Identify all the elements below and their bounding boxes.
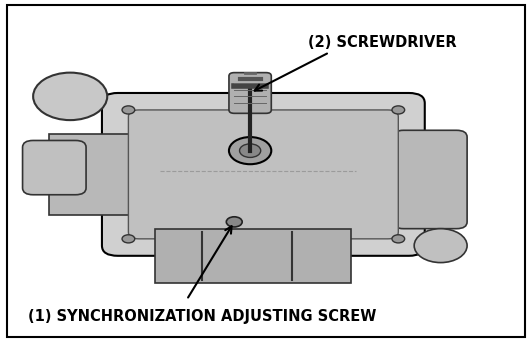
Circle shape bbox=[226, 217, 242, 227]
Circle shape bbox=[392, 106, 405, 114]
Text: (2) SCREWDRIVER: (2) SCREWDRIVER bbox=[309, 35, 457, 50]
Circle shape bbox=[33, 73, 107, 120]
FancyBboxPatch shape bbox=[128, 110, 398, 239]
Circle shape bbox=[229, 137, 271, 164]
FancyBboxPatch shape bbox=[155, 229, 351, 283]
FancyBboxPatch shape bbox=[22, 141, 86, 195]
Text: (1) SYNCHRONIZATION ADJUSTING SCREW: (1) SYNCHRONIZATION ADJUSTING SCREW bbox=[28, 310, 376, 324]
Circle shape bbox=[414, 229, 467, 263]
FancyBboxPatch shape bbox=[49, 134, 134, 215]
Circle shape bbox=[392, 235, 405, 243]
FancyBboxPatch shape bbox=[7, 5, 525, 337]
FancyBboxPatch shape bbox=[229, 73, 271, 113]
Circle shape bbox=[122, 235, 135, 243]
FancyBboxPatch shape bbox=[393, 130, 467, 229]
FancyBboxPatch shape bbox=[102, 93, 425, 256]
Circle shape bbox=[122, 106, 135, 114]
Circle shape bbox=[239, 144, 261, 157]
